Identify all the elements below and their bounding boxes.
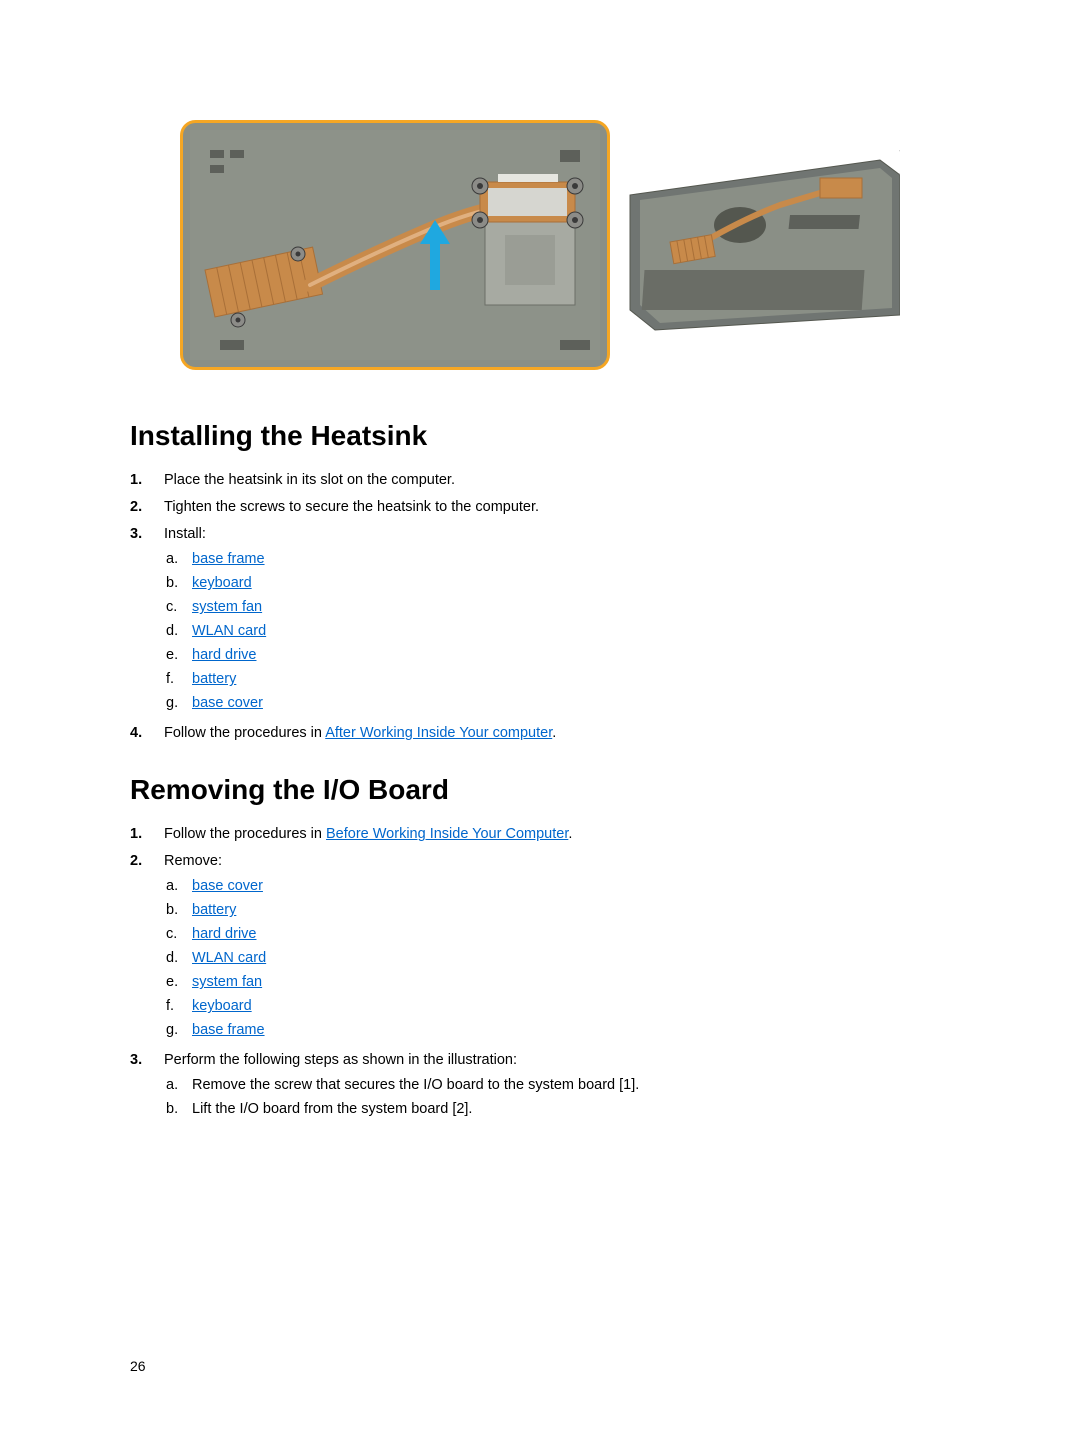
link-keyboard[interactable]: keyboard [192, 575, 252, 591]
remove-sublist: a.base cover b.battery c.hard drive d.WL… [164, 876, 950, 1041]
list-item: c.system fan [164, 597, 950, 618]
list-item: d.WLAN card [164, 948, 950, 969]
step-number: 3. [130, 524, 164, 545]
step-body: Remove: a.base cover b.battery c.hard dr… [164, 851, 950, 1044]
list-item: a.base cover [164, 876, 950, 897]
figure-container [130, 120, 950, 370]
link-system-fan[interactable]: system fan [192, 974, 262, 990]
list-item: b.battery [164, 900, 950, 921]
list-item: e.system fan [164, 972, 950, 993]
step-item: 3. Perform the following steps as shown … [130, 1050, 950, 1123]
install-heatsink-steps: 1. Place the heatsink in its slot on the… [130, 470, 950, 744]
link-wlan-card[interactable]: WLAN card [192, 623, 266, 639]
step-text-after: . [568, 826, 572, 842]
page-number: 26 [130, 1358, 146, 1374]
sub-letter: e. [164, 972, 192, 993]
remove-io-steps: 1. Follow the procedures in Before Worki… [130, 824, 950, 1123]
step-text-before: Follow the procedures in [164, 725, 325, 741]
list-item: g.base frame [164, 1020, 950, 1041]
step-body: Install: a.base frame b.keyboard c.syste… [164, 524, 950, 717]
link-base-frame[interactable]: base frame [192, 551, 265, 567]
step-number: 2. [130, 851, 164, 872]
step-number: 1. [130, 824, 164, 845]
step-body: Follow the procedures in After Working I… [164, 723, 950, 744]
step-text: Place the heatsink in its slot on the co… [164, 470, 950, 491]
step-number: 2. [130, 497, 164, 518]
sub-letter: a. [164, 1075, 192, 1096]
step-item: 2. Remove: a.base cover b.battery c.hard… [130, 851, 950, 1044]
link-before-working-inside[interactable]: Before Working Inside Your Computer [326, 826, 568, 842]
link-after-working-inside[interactable]: After Working Inside Your computer [325, 725, 552, 741]
link-battery[interactable]: battery [192, 671, 236, 687]
step-item: 2. Tighten the screws to secure the heat… [130, 497, 950, 518]
sub-letter: b. [164, 900, 192, 921]
sub-letter: f. [164, 996, 192, 1017]
link-keyboard[interactable]: keyboard [192, 998, 252, 1014]
step-body: Perform the following steps as shown in … [164, 1050, 950, 1123]
heading-installing-heatsink: Installing the Heatsink [130, 420, 950, 452]
link-hard-drive[interactable]: hard drive [192, 926, 256, 942]
sub-letter: c. [164, 924, 192, 945]
sub-letter: a. [164, 549, 192, 570]
list-item: f.keyboard [164, 996, 950, 1017]
sub-letter: a. [164, 876, 192, 897]
list-item: g.base cover [164, 693, 950, 714]
sub-text: Remove the screw that secures the I/O bo… [192, 1075, 950, 1096]
sub-letter: b. [164, 1099, 192, 1120]
list-item: b.keyboard [164, 573, 950, 594]
step-text: Remove: [164, 853, 222, 869]
step-number: 1. [130, 470, 164, 491]
list-item: d.WLAN card [164, 621, 950, 642]
step-number: 3. [130, 1050, 164, 1071]
list-item: f.battery [164, 669, 950, 690]
step-text-after: . [552, 725, 556, 741]
link-base-cover[interactable]: base cover [192, 878, 263, 894]
list-item: c.hard drive [164, 924, 950, 945]
link-wlan-card[interactable]: WLAN card [192, 950, 266, 966]
step-item: 1. Follow the procedures in Before Worki… [130, 824, 950, 845]
link-hard-drive[interactable]: hard drive [192, 647, 256, 663]
step-body: Follow the procedures in Before Working … [164, 824, 950, 845]
step-item: 3. Install: a.base frame b.keyboard c.sy… [130, 524, 950, 717]
sub-letter: b. [164, 573, 192, 594]
step-number: 4. [130, 723, 164, 744]
link-system-fan[interactable]: system fan [192, 599, 262, 615]
heatsink-illustration [180, 120, 900, 370]
list-item: e.hard drive [164, 645, 950, 666]
sub-letter: g. [164, 693, 192, 714]
link-base-cover[interactable]: base cover [192, 695, 263, 711]
install-sublist: a.base frame b.keyboard c.system fan d.W… [164, 549, 950, 714]
step-text: Tighten the screws to secure the heatsin… [164, 497, 950, 518]
sub-letter: g. [164, 1020, 192, 1041]
list-item: a.base frame [164, 549, 950, 570]
link-base-frame[interactable]: base frame [192, 1022, 265, 1038]
sub-letter: d. [164, 948, 192, 969]
step-text-before: Follow the procedures in [164, 826, 326, 842]
sub-text: Lift the I/O board from the system board… [192, 1099, 950, 1120]
link-battery[interactable]: battery [192, 902, 236, 918]
document-page: Installing the Heatsink 1. Place the hea… [0, 0, 1080, 1434]
sub-letter: c. [164, 597, 192, 618]
sub-letter: d. [164, 621, 192, 642]
step-text: Perform the following steps as shown in … [164, 1052, 517, 1068]
heading-removing-io-board: Removing the I/O Board [130, 774, 950, 806]
list-item: a.Remove the screw that secures the I/O … [164, 1075, 950, 1096]
step-text: Install: [164, 526, 206, 542]
illustration-sublist: a.Remove the screw that secures the I/O … [164, 1075, 950, 1120]
step-item: 1. Place the heatsink in its slot on the… [130, 470, 950, 491]
sub-letter: e. [164, 645, 192, 666]
step-item: 4. Follow the procedures in After Workin… [130, 723, 950, 744]
sub-letter: f. [164, 669, 192, 690]
list-item: b.Lift the I/O board from the system boa… [164, 1099, 950, 1120]
